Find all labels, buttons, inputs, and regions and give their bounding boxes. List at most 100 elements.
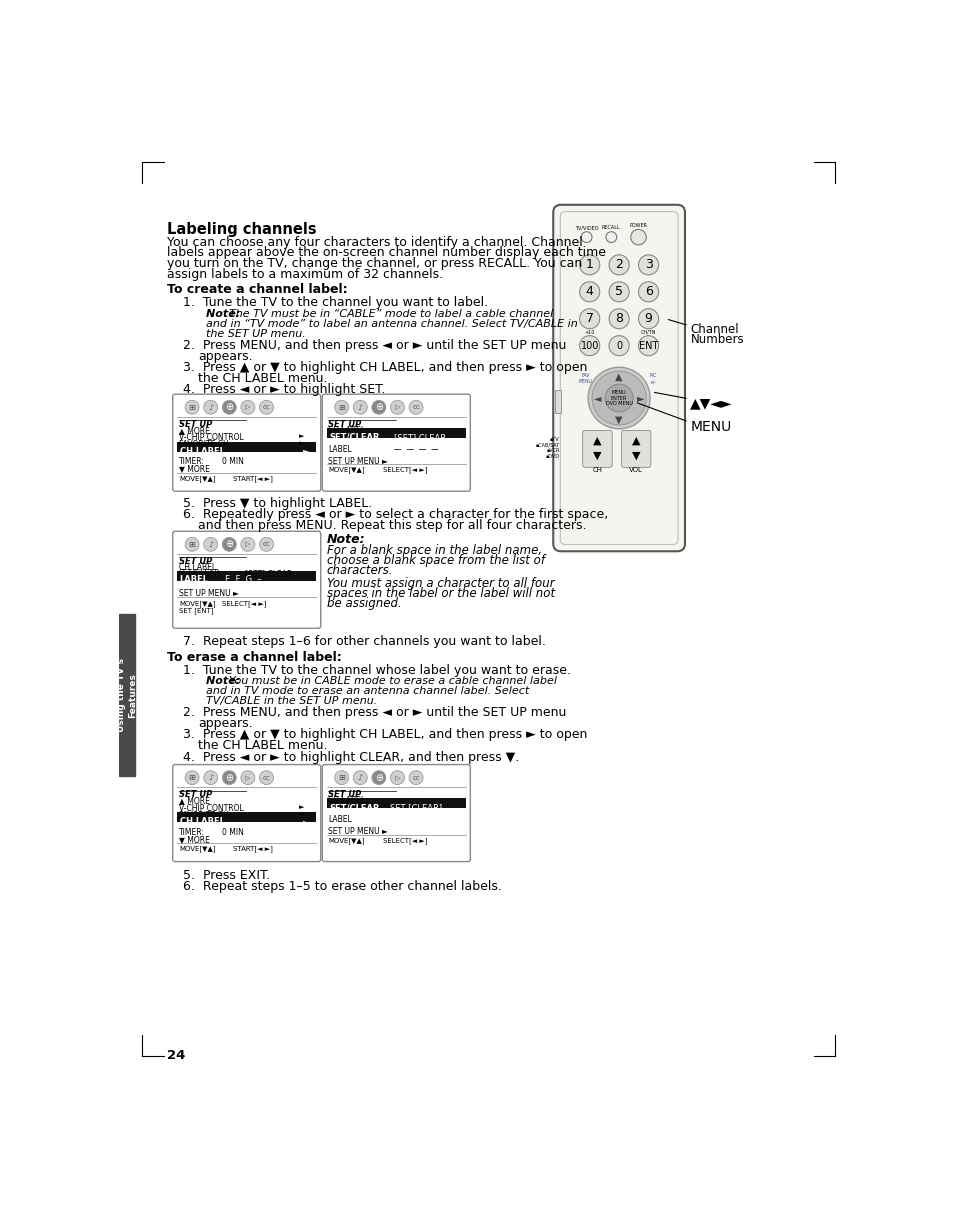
Text: appears.: appears. [198,350,253,363]
FancyBboxPatch shape [172,532,320,628]
Text: 5.  Press ▼ to highlight LABEL.: 5. Press ▼ to highlight LABEL. [183,497,372,510]
Text: Channel: Channel [690,322,739,335]
Circle shape [390,771,404,785]
Text: 7: 7 [585,312,593,326]
Circle shape [353,400,367,414]
Text: 4.  Press ◄ or ► to highlight SET.: 4. Press ◄ or ► to highlight SET. [183,384,385,397]
Text: ▼: ▼ [615,415,622,425]
Circle shape [185,400,199,414]
Text: Note:: Note: [206,309,244,318]
Circle shape [335,400,348,414]
Text: and in “TV mode” to label an antenna channel. Select TV/CABLE in: and in “TV mode” to label an antenna cha… [206,318,578,329]
Text: ⊕: ⊕ [375,773,382,783]
Text: ♪: ♪ [357,773,362,783]
Text: ►: ► [298,804,304,810]
Text: START[◄ ►]: START[◄ ►] [233,845,273,853]
Circle shape [241,538,254,551]
Circle shape [335,771,348,785]
Text: SET [CLEAR]: SET [CLEAR] [390,803,442,812]
Text: FAVORITE CH: FAVORITE CH [179,810,229,820]
Text: ▼ MORE: ▼ MORE [179,464,210,473]
Circle shape [353,771,367,785]
Text: —  —  —  —: — — — — [394,445,438,453]
Circle shape [608,282,629,302]
Text: ▼: ▼ [593,451,601,461]
Text: TIMER:: TIMER: [179,827,205,837]
Text: SET/CLEAR: SET/CLEAR [329,803,379,812]
Text: START[◄ ►]: START[◄ ►] [233,475,273,482]
Text: 2: 2 [615,258,622,271]
Text: ▲▼◄►: ▲▼◄► [690,397,732,410]
Text: assign labels to a maximum of 32 channels.: assign labels to a maximum of 32 channel… [167,268,443,281]
Text: ▼: ▼ [631,451,639,461]
Text: SELECT[◄ ►]: SELECT[◄ ►] [382,837,427,844]
Text: ►: ► [298,433,304,439]
Text: SET UP: SET UP [328,420,361,428]
Text: 1.  Tune the TV to the channel whose label you want to erase.: 1. Tune the TV to the channel whose labe… [183,663,570,677]
Text: PIC
+/-: PIC +/- [648,374,656,385]
Text: ⊕: ⊕ [225,403,233,412]
Text: ENT: ENT [639,340,658,351]
Circle shape [241,400,254,414]
Circle shape [638,254,658,275]
Text: ▲: ▲ [631,435,639,445]
FancyBboxPatch shape [620,431,650,468]
Text: SET UP MENU ►: SET UP MENU ► [179,589,238,598]
Text: For a blank space in the label name,: For a blank space in the label name, [327,544,541,557]
Circle shape [259,771,274,785]
Circle shape [608,335,629,356]
Circle shape [638,282,658,302]
Circle shape [185,771,199,785]
Text: ⊕: ⊕ [225,539,233,550]
Text: cc: cc [262,774,270,780]
Text: LABEL: LABEL [179,575,209,584]
Bar [555,391,560,414]
Text: MOVE[▼▲]: MOVE[▼▲] [179,599,215,607]
Circle shape [259,538,274,551]
Text: FAV
MENU: FAV MENU [578,374,592,385]
Text: 24: 24 [167,1049,186,1062]
Text: TIMER:: TIMER: [179,457,205,467]
Text: cc: cc [262,404,270,410]
Text: labels appear above the on-screen channel number display each time: labels appear above the on-screen channe… [167,246,606,259]
Bar [177,813,315,822]
Text: characters.: characters. [327,564,393,578]
Text: and then press MENU. Repeat this step for all four characters.: and then press MENU. Repeat this step fo… [198,519,586,532]
Text: cc: cc [412,774,419,780]
Bar [177,441,315,452]
Text: SELECT[◄ ►]: SELECT[◄ ►] [382,467,427,473]
Circle shape [222,400,236,414]
Text: MOVE[▼▲]: MOVE[▼▲] [179,845,215,853]
Circle shape [204,771,217,785]
Circle shape [608,254,629,275]
Text: ⊞: ⊞ [189,403,195,411]
Text: CH LABEL: CH LABEL [179,446,224,456]
Circle shape [579,309,599,329]
Text: LABEL: LABEL [328,445,352,453]
Text: TV/CABLE in the SET UP menu.: TV/CABLE in the SET UP menu. [206,696,376,706]
Circle shape [630,229,645,245]
Circle shape [605,232,617,242]
Text: CH LABEL: CH LABEL [328,796,365,806]
FancyBboxPatch shape [582,431,612,468]
Text: MOVE[▼▲]: MOVE[▼▲] [179,475,215,482]
Text: VOL: VOL [629,467,642,473]
Text: ▼ MORE: ▼ MORE [179,835,210,844]
Text: ▲: ▲ [615,371,622,381]
Text: ►: ► [303,446,309,456]
Circle shape [638,309,658,329]
Text: ▷: ▷ [245,404,251,410]
Text: 0: 0 [616,340,621,351]
Text: POWER: POWER [629,223,647,228]
Text: ⊞: ⊞ [337,403,345,411]
Text: MENU: MENU [690,420,731,434]
Text: ▷: ▷ [395,774,399,780]
Text: the SET UP menu.: the SET UP menu. [206,329,306,339]
Circle shape [579,254,599,275]
Text: Note:: Note: [206,677,244,686]
Circle shape [409,771,422,785]
Text: you turn on the TV, change the channel, or press RECALL. You can: you turn on the TV, change the channel, … [167,257,582,270]
Text: To erase a channel label:: To erase a channel label: [167,650,342,663]
Text: ▷: ▷ [245,541,251,548]
Text: SET UP MENU ►: SET UP MENU ► [328,457,388,466]
